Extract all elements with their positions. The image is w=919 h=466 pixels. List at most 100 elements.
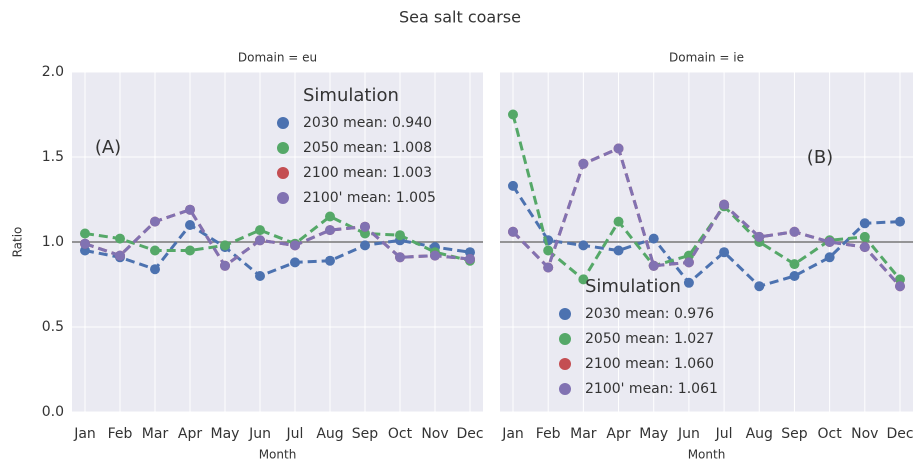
- x-tick-label: Mar: [570, 426, 597, 442]
- x-tick-label: May: [211, 426, 240, 442]
- data-point: [789, 226, 800, 237]
- legend-label: 2030 mean: 0.976: [585, 306, 714, 322]
- x-tick-label: Jan: [501, 426, 524, 442]
- data-point: [859, 242, 870, 253]
- data-point: [719, 199, 730, 210]
- data-point: [578, 240, 589, 251]
- series-line: [511, 185, 901, 288]
- data-point: [185, 220, 195, 230]
- x-tick-label: Apr: [178, 426, 202, 442]
- data-point: [325, 211, 335, 222]
- legend-marker: [559, 333, 571, 345]
- data-point: [430, 250, 440, 261]
- data-point: [395, 230, 405, 241]
- panel-title: Domain = ie: [669, 51, 744, 65]
- data-point: [255, 271, 265, 281]
- panel-title: Domain = eu: [238, 51, 317, 65]
- legend-label: 2100 mean: 1.003: [303, 165, 432, 181]
- x-tick-label: Dec: [886, 426, 913, 442]
- data-point: [895, 216, 905, 227]
- x-tick-label: Aug: [316, 426, 343, 442]
- data-point: [115, 250, 125, 261]
- x-tick-label: Jul: [286, 426, 304, 442]
- x-tick-label: Oct: [818, 426, 843, 442]
- y-tick-label: 2.0: [42, 64, 64, 80]
- x-tick-label: Feb: [536, 426, 561, 442]
- x-tick-label: Sep: [781, 426, 808, 442]
- data-point: [578, 158, 589, 169]
- data-point: [648, 233, 659, 244]
- data-point: [185, 245, 195, 256]
- data-point: [255, 225, 265, 236]
- series-line: [84, 214, 471, 263]
- x-tick-label: Dec: [456, 426, 483, 442]
- series-line: [84, 223, 471, 278]
- data-point: [683, 257, 694, 268]
- data-point: [719, 247, 730, 258]
- x-tick-label: Jun: [248, 426, 271, 442]
- legend-label: 2030 mean: 0.940: [303, 115, 432, 131]
- data-point: [150, 216, 160, 227]
- legend-label: 2100 mean: 1.060: [585, 356, 714, 372]
- data-point: [895, 281, 905, 292]
- series-line: [84, 207, 471, 268]
- x-tick-label: Nov: [851, 426, 878, 442]
- data-point: [80, 238, 90, 249]
- figure-title: Sea salt coarse: [399, 8, 521, 27]
- x-tick-label: Jul: [715, 426, 733, 442]
- data-point: [754, 231, 765, 242]
- data-point: [395, 252, 405, 263]
- x-tick-label: Feb: [108, 426, 133, 442]
- x-axis-label: Month: [688, 448, 726, 462]
- legend-label: 2050 mean: 1.008: [303, 140, 432, 156]
- series-line: [511, 114, 902, 282]
- y-tick-label: 0.0: [42, 404, 64, 420]
- data-point: [80, 228, 90, 239]
- legend-marker: [277, 117, 289, 129]
- y-tick-label: 1.5: [42, 149, 64, 165]
- data-point: [859, 218, 870, 229]
- legend-marker: [277, 167, 289, 179]
- data-point: [508, 226, 518, 237]
- data-point: [185, 204, 195, 215]
- x-tick-label: Jan: [73, 426, 96, 442]
- data-point: [115, 233, 125, 244]
- data-point: [613, 245, 624, 256]
- legend-marker: [277, 142, 289, 154]
- data-point: [824, 237, 835, 247]
- data-point: [290, 240, 300, 251]
- legend-label: 2050 mean: 1.027: [585, 331, 714, 347]
- legend-label: 2100' mean: 1.061: [585, 381, 718, 397]
- data-point: [465, 254, 475, 264]
- legend-marker: [559, 358, 571, 370]
- legend-label: 2100' mean: 1.005: [303, 190, 436, 206]
- data-point: [824, 252, 835, 263]
- data-point: [220, 260, 230, 271]
- data-point: [859, 231, 870, 242]
- data-point: [255, 235, 265, 246]
- annotation: (B): [807, 147, 833, 168]
- annotation: (A): [95, 137, 121, 158]
- data-point: [789, 271, 800, 281]
- data-point: [220, 240, 230, 251]
- data-point: [508, 109, 518, 120]
- data-point: [290, 257, 300, 268]
- legend-marker: [277, 192, 289, 204]
- data-point: [648, 260, 659, 271]
- x-tick-label: Sep: [352, 426, 379, 442]
- data-point: [360, 240, 370, 251]
- data-point: [613, 216, 624, 227]
- data-point: [683, 277, 694, 288]
- y-axis-label: Ratio: [11, 227, 25, 258]
- legend-marker: [559, 308, 571, 320]
- data-point: [325, 255, 335, 266]
- data-point: [789, 259, 800, 270]
- data-point: [543, 245, 554, 256]
- series-line: [511, 146, 902, 288]
- data-point: [150, 264, 160, 275]
- x-axis-label: Month: [259, 448, 297, 462]
- data-point: [325, 225, 335, 236]
- data-point: [508, 180, 518, 191]
